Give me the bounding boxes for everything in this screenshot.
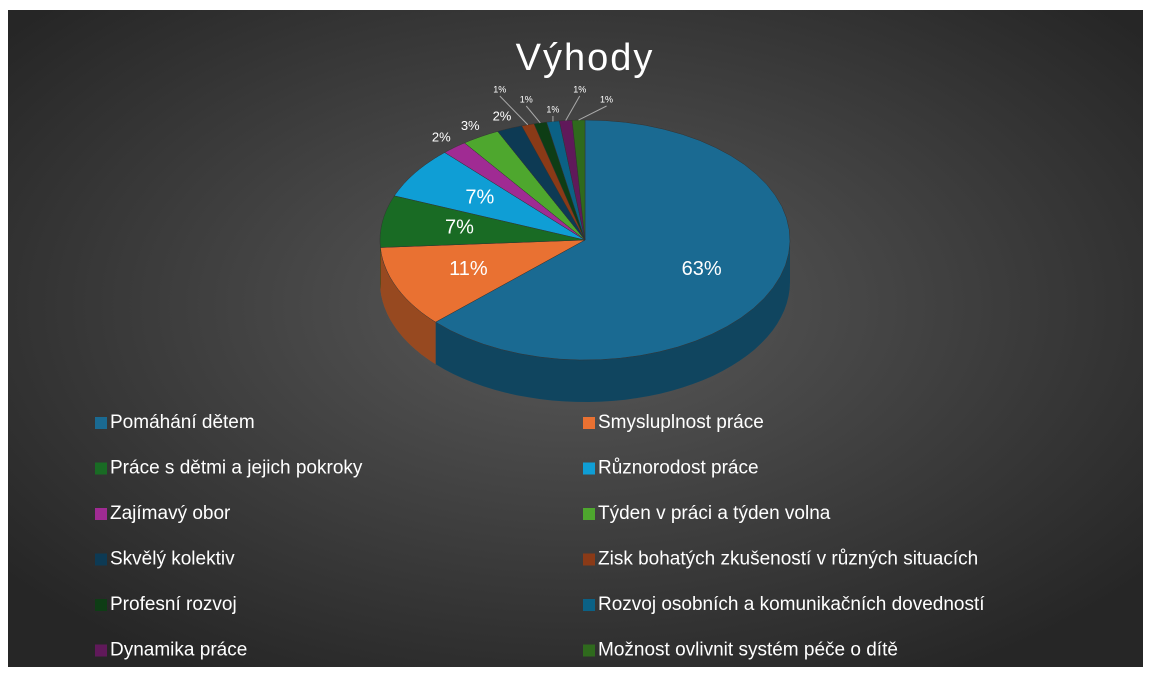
legend-swatch [583,462,595,475]
legend-swatch [583,508,595,520]
legend-label: Profesní rozvoj [110,594,237,615]
data-label: 1% [493,84,506,94]
legend-swatch [583,599,595,611]
legend-swatch [583,553,595,566]
data-label: 63% [682,258,722,280]
legend-label: Různorodost práce [598,458,759,479]
slice [393,152,586,241]
slice [435,119,791,361]
slice [464,131,586,241]
legend-swatch [95,599,107,611]
data-label: 2% [432,130,451,145]
legend-label: Dynamika práce [110,640,247,661]
legend-label: Možnost ovlivnit systém péče o dítě [598,640,898,661]
data-label: 1% [520,94,533,104]
leader-line [499,95,529,126]
data-label: 7% [465,186,494,208]
data-label: 1% [546,104,559,114]
legend-label: Skvělý kolektiv [110,549,235,570]
slice-side-shade [435,240,790,402]
legend-swatch [583,644,595,657]
legend-swatch [95,553,107,566]
legend-swatch [583,417,595,429]
legend-swatch [95,644,107,657]
data-label: 2% [493,109,512,124]
legend-swatch [95,508,107,520]
legend-label: Pomáhání dětem [110,412,255,433]
slice [521,123,586,241]
slice [497,125,586,241]
data-label: 11% [449,258,488,280]
slice-side-shade [380,247,436,365]
legend-label: Rozvoj osobních a komunikačních dovednos… [598,594,985,615]
data-label: 1% [573,84,586,94]
legend-swatch [95,417,107,429]
legend-label: Smysluplnost práce [598,412,764,433]
leader-line [578,105,607,121]
chart-title: Výhody [516,37,655,79]
legend-label: Týden v práci a týden volna [598,503,831,524]
slice-side [380,247,436,365]
slice [379,195,586,248]
legend-swatch [95,462,107,475]
slice-side [435,240,790,402]
slice [546,120,586,241]
legend-label: Zajímavý obor [110,503,231,524]
data-label: 3% [461,118,480,133]
legend-label: Práce s dětmi a jejich pokroky [110,458,363,479]
slice [444,142,586,241]
leader-line [565,95,581,121]
slice [533,121,586,241]
data-label: 7% [445,217,474,239]
legend-label: Zisk bohatých zkušeností v různých situa… [598,549,978,570]
leader-line [525,105,541,124]
data-label: 1% [600,94,613,104]
slice [380,239,586,323]
